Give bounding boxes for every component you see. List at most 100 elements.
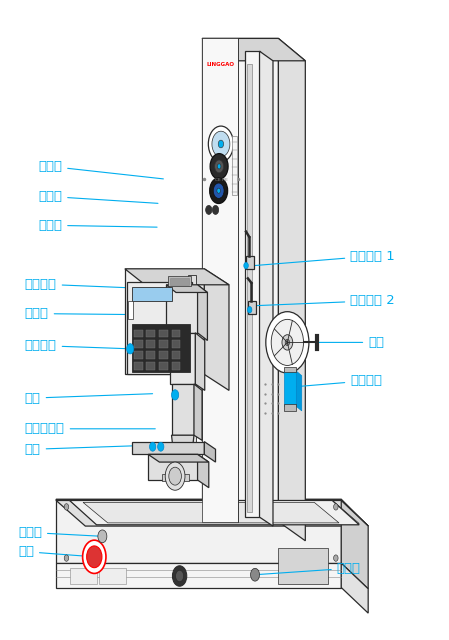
Polygon shape xyxy=(170,333,195,384)
Bar xyxy=(232,136,237,195)
Bar xyxy=(284,404,296,411)
Bar xyxy=(284,367,296,372)
Polygon shape xyxy=(246,256,254,269)
Bar xyxy=(134,330,143,337)
Circle shape xyxy=(64,504,69,510)
Text: 微调螺母: 微调螺母 xyxy=(25,278,163,291)
Bar xyxy=(168,276,191,286)
Bar xyxy=(170,278,189,285)
Circle shape xyxy=(285,339,290,346)
Circle shape xyxy=(64,555,69,561)
Bar xyxy=(146,362,155,370)
Polygon shape xyxy=(56,500,368,526)
Text: 摇盘: 摇盘 xyxy=(290,336,384,349)
Bar xyxy=(70,568,97,584)
Text: 底模固定块: 底模固定块 xyxy=(25,422,155,435)
Circle shape xyxy=(98,530,107,543)
Bar xyxy=(146,340,155,348)
Circle shape xyxy=(251,568,260,581)
Circle shape xyxy=(244,262,248,269)
Polygon shape xyxy=(132,442,204,454)
Circle shape xyxy=(218,140,224,148)
Polygon shape xyxy=(278,38,305,541)
Text: 电箱面板: 电箱面板 xyxy=(25,339,128,352)
Polygon shape xyxy=(198,454,209,488)
Text: 左启动: 左启动 xyxy=(18,526,100,539)
Circle shape xyxy=(176,570,184,582)
Bar xyxy=(134,340,143,348)
Circle shape xyxy=(83,540,106,573)
Bar xyxy=(134,362,143,370)
Bar xyxy=(159,340,168,348)
Text: 发振筒: 发振筒 xyxy=(25,307,163,320)
Text: 气压表: 气压表 xyxy=(38,160,163,179)
Text: 节流阀: 节流阀 xyxy=(38,219,157,232)
Circle shape xyxy=(213,183,224,198)
Bar xyxy=(159,330,168,337)
Bar xyxy=(134,351,143,359)
Polygon shape xyxy=(202,38,238,522)
Polygon shape xyxy=(125,269,204,374)
Text: 锁紧手柄 2: 锁紧手柄 2 xyxy=(252,294,395,307)
Text: 焊头: 焊头 xyxy=(25,392,153,404)
Text: 右启动: 右启动 xyxy=(258,562,361,575)
Bar xyxy=(132,287,172,301)
Circle shape xyxy=(172,390,179,400)
Bar xyxy=(172,330,180,337)
Text: 调理组合: 调理组合 xyxy=(292,374,382,387)
Bar xyxy=(146,330,155,337)
Circle shape xyxy=(215,160,224,173)
Bar xyxy=(172,351,180,359)
Polygon shape xyxy=(166,285,198,333)
Circle shape xyxy=(247,307,252,313)
Text: LINGGAO: LINGGAO xyxy=(206,61,234,67)
Polygon shape xyxy=(284,371,296,406)
Text: 调压阀: 调压阀 xyxy=(38,190,158,204)
Polygon shape xyxy=(202,38,278,522)
Polygon shape xyxy=(56,499,368,526)
Bar xyxy=(278,548,328,584)
Polygon shape xyxy=(166,285,207,292)
Polygon shape xyxy=(204,269,229,390)
Bar xyxy=(172,362,180,370)
Polygon shape xyxy=(341,500,368,589)
Polygon shape xyxy=(194,384,202,440)
Polygon shape xyxy=(341,563,368,613)
Polygon shape xyxy=(260,51,273,526)
Polygon shape xyxy=(70,500,359,525)
Circle shape xyxy=(158,442,164,451)
Circle shape xyxy=(210,154,228,179)
Polygon shape xyxy=(56,500,341,563)
Polygon shape xyxy=(198,285,207,340)
Circle shape xyxy=(169,467,181,485)
Circle shape xyxy=(212,205,219,214)
Text: 锁紧手柄 1: 锁紧手柄 1 xyxy=(249,250,395,266)
Circle shape xyxy=(271,319,304,365)
Circle shape xyxy=(206,205,212,214)
Polygon shape xyxy=(125,269,229,285)
Circle shape xyxy=(282,335,293,350)
Circle shape xyxy=(208,126,233,162)
Bar xyxy=(146,351,155,359)
Polygon shape xyxy=(245,51,260,517)
Circle shape xyxy=(217,188,220,193)
Circle shape xyxy=(150,442,156,451)
Text: 急停: 急停 xyxy=(18,545,92,558)
Polygon shape xyxy=(204,442,216,462)
Circle shape xyxy=(165,462,185,490)
Bar xyxy=(172,340,180,348)
Circle shape xyxy=(172,566,187,586)
Bar xyxy=(99,568,126,584)
Bar xyxy=(132,324,190,372)
Polygon shape xyxy=(172,384,194,435)
Polygon shape xyxy=(148,454,209,462)
Circle shape xyxy=(266,312,309,373)
Polygon shape xyxy=(56,563,341,588)
Bar xyxy=(128,301,133,319)
Text: 底模: 底模 xyxy=(25,443,161,456)
Circle shape xyxy=(217,164,221,169)
Polygon shape xyxy=(162,474,189,481)
Circle shape xyxy=(334,555,338,561)
Polygon shape xyxy=(195,333,205,390)
Text: CE RE: CE RE xyxy=(215,179,228,182)
